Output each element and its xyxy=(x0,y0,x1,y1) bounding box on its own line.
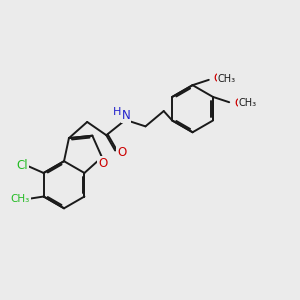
Text: Cl: Cl xyxy=(16,158,28,172)
Text: O: O xyxy=(234,97,243,110)
Text: CH₃: CH₃ xyxy=(218,74,236,84)
Text: N: N xyxy=(122,109,130,122)
Text: CH₃: CH₃ xyxy=(238,98,256,108)
Text: O: O xyxy=(117,146,126,159)
Text: CH₃: CH₃ xyxy=(11,194,30,204)
Text: O: O xyxy=(214,72,223,85)
Text: O: O xyxy=(98,157,107,170)
Text: H: H xyxy=(113,106,122,117)
